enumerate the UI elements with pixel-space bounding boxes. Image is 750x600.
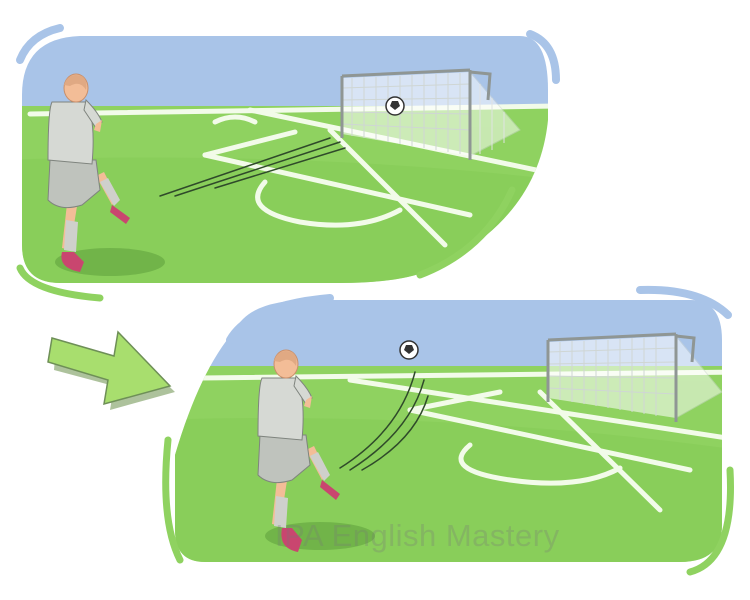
player-icon bbox=[257, 349, 340, 552]
panel-top bbox=[16, 24, 560, 302]
goal-net-icon bbox=[340, 68, 521, 160]
ball-trajectory bbox=[159, 137, 346, 197]
ball-trajectory bbox=[339, 371, 429, 471]
soccer-ball-icon bbox=[385, 96, 405, 116]
panel-top-frame bbox=[16, 24, 560, 302]
arrow-right-icon bbox=[47, 330, 175, 410]
soccer-ball-icon bbox=[399, 340, 419, 360]
player-icon bbox=[47, 73, 130, 272]
panel-bottom bbox=[162, 285, 734, 576]
panel-bottom-frame bbox=[162, 285, 734, 576]
goal-net-icon bbox=[546, 332, 722, 422]
watermark: IPA English Mastery bbox=[275, 518, 560, 553]
field-lines bbox=[27, 103, 548, 248]
player-shadow bbox=[55, 248, 165, 276]
